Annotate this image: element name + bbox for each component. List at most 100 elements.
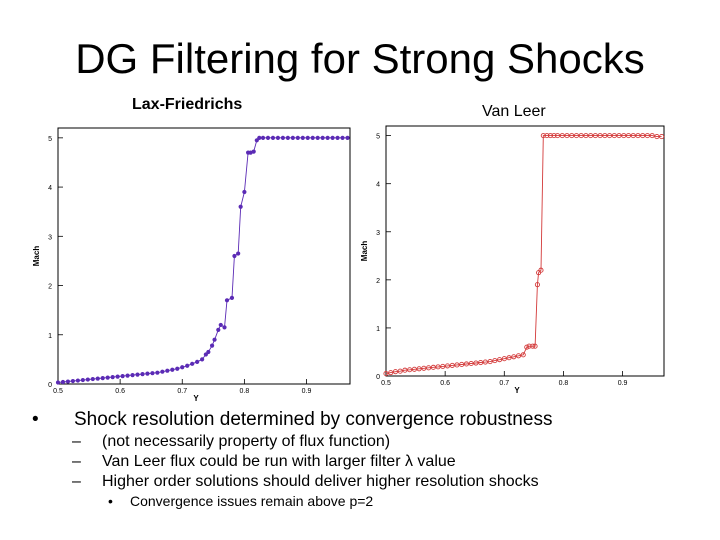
- data-point: [602, 133, 608, 139]
- data-point: [155, 370, 160, 375]
- van-leer-chart: 0 1 2 3 4 5 0.5 0.6 0.7 0.8 0.9 Y Mach: [358, 124, 670, 400]
- x-axis-label: Y: [514, 386, 520, 395]
- y-axis-label: Mach: [32, 246, 41, 267]
- data-point: [449, 362, 455, 368]
- data-point: [463, 361, 469, 367]
- data-point: [616, 133, 622, 139]
- data-point: [290, 135, 295, 140]
- data-point: [345, 135, 350, 140]
- data-point: [175, 366, 180, 371]
- lax-friedrichs-plot-svg: 0 1 2 3 4 5 0.5 0.6 0.7 0.8 0.9 Y Mach: [32, 127, 351, 403]
- data-point: [295, 135, 300, 140]
- x-tick-label: 0.8: [240, 388, 250, 395]
- data-point: [275, 135, 281, 140]
- y-tick-label: 3: [48, 234, 52, 241]
- x-axis-label: Y: [193, 394, 199, 403]
- data-point: [257, 135, 262, 140]
- data-point: [532, 343, 538, 349]
- data-point: [222, 325, 227, 330]
- data-point: [209, 343, 215, 348]
- data-point: [411, 366, 417, 372]
- sub-bullet-text: Higher order solutions should deliver hi…: [102, 473, 539, 490]
- data-point: [621, 133, 627, 139]
- data-point: [90, 376, 95, 382]
- bullet-marker: •: [32, 409, 39, 430]
- y-tick-label: 2: [376, 278, 380, 285]
- data-point: [70, 378, 76, 384]
- data-point: [325, 135, 330, 140]
- data-point: [530, 343, 536, 349]
- data-point: [145, 371, 150, 376]
- data-point: [444, 363, 451, 369]
- data-point: [340, 135, 345, 140]
- sub-sub-bullet: • Convergence issues remain above p=2: [108, 492, 710, 510]
- data-point: [206, 349, 211, 355]
- data-point: [260, 135, 266, 140]
- data-point: [388, 370, 394, 376]
- data-point: [105, 375, 110, 380]
- data-point: [482, 359, 488, 365]
- y-tick-label: 2: [48, 284, 52, 291]
- data-point: [597, 133, 603, 139]
- data-point: [85, 377, 90, 382]
- sub-bullet: – Van Leer flux could be run with larger…: [72, 452, 710, 472]
- data-point: [588, 133, 594, 139]
- data-point: [402, 367, 408, 373]
- data-point: [440, 363, 446, 369]
- data-point: [630, 133, 636, 139]
- data-point: [501, 356, 507, 362]
- data-point: [190, 361, 195, 366]
- sub-sub-bullet-text: Convergence issues remain above p=2: [130, 493, 374, 509]
- y-tick-label: 1: [376, 326, 380, 333]
- data-point: [487, 359, 493, 365]
- y-tick-label: 5: [48, 136, 52, 143]
- data-point: [236, 251, 241, 256]
- y-tick-label: 0: [376, 374, 380, 381]
- dash-marker: –: [72, 453, 81, 470]
- data-point: [569, 133, 575, 139]
- data-point: [60, 379, 66, 385]
- data-point: [65, 379, 71, 384]
- lax-friedrichs-chart: 0 1 2 3 4 5 0.5 0.6 0.7 0.8 0.9 Y Mach: [28, 126, 358, 408]
- data-point: [520, 352, 526, 358]
- bullet-list: • Shock resolution determined by converg…: [30, 408, 710, 510]
- data-point: [564, 133, 570, 139]
- data-point: [185, 363, 190, 368]
- data-point: [242, 189, 247, 195]
- data-point: [280, 135, 286, 140]
- data-point: [330, 135, 335, 140]
- data-point: [285, 135, 290, 140]
- data-point: [534, 282, 540, 288]
- data-point: [55, 380, 61, 385]
- dash-marker: –: [72, 473, 81, 490]
- y-axis-label: Mach: [360, 241, 369, 262]
- y-tick-label: 4: [48, 185, 52, 192]
- y-tick-label: 3: [376, 230, 380, 237]
- data-point: [640, 133, 646, 139]
- x-tick-label: 0.9: [302, 388, 312, 395]
- data-point: [547, 133, 553, 139]
- data-point: [473, 360, 479, 366]
- data-point: [100, 375, 105, 381]
- data-point: [165, 368, 170, 373]
- data-point: [265, 135, 271, 140]
- data-point: [229, 295, 235, 300]
- data-point: [397, 368, 403, 374]
- x-tick-label: 0.7: [177, 388, 187, 395]
- data-point: [592, 133, 598, 139]
- data-point: [554, 133, 561, 139]
- data-point: [421, 365, 427, 371]
- plot-frame: [57, 127, 351, 385]
- x-tick-label: 0.6: [115, 388, 125, 395]
- x-tick-label: 0.6: [440, 380, 450, 387]
- data-point: [430, 364, 436, 370]
- data-point: [135, 372, 140, 377]
- data-point: [383, 371, 389, 377]
- data-point: [200, 357, 205, 362]
- sub-bullet-text: (not necessarily property of flux functi…: [102, 433, 391, 450]
- data-point: [659, 134, 665, 140]
- data-point: [511, 354, 517, 360]
- data-point: [140, 372, 145, 377]
- data-point: [80, 377, 85, 383]
- data-point: [559, 133, 565, 139]
